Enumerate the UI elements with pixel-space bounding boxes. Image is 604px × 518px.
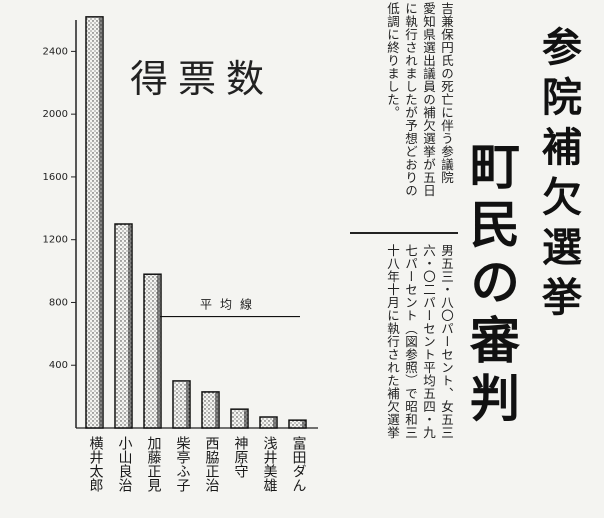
vote-count-chart: 400 800 1200 1600 2000 2400 平均線 横井太郎 小山良治 加藤正見柴… <box>43 16 318 493</box>
bar <box>172 380 191 429</box>
bar <box>85 16 104 429</box>
y-tick-label: 800 <box>49 297 68 308</box>
category-label: 富田ダん <box>291 435 307 492</box>
bar-shade <box>157 275 160 428</box>
bar-shade <box>128 225 131 428</box>
article-divider <box>350 232 458 234</box>
article-column: 六・〇二パーセント平均五四・九 <box>421 244 436 439</box>
category-label: 柴亭ふ子 <box>175 436 191 492</box>
article-column: 吉兼保円氏の死亡に伴う参議院 <box>439 2 454 184</box>
bar-shade <box>99 17 102 428</box>
category-label: 横井太郎 <box>88 436 104 492</box>
y-tick-label: 400 <box>49 360 68 371</box>
article-column: 男五三・八〇パーセント、女五三 <box>439 244 454 439</box>
bar <box>288 419 307 429</box>
headline-sub: 参院補欠選挙 <box>535 26 582 326</box>
category-label: 浅井美雄 <box>262 436 278 492</box>
bar <box>143 273 162 429</box>
bar-shade <box>244 410 247 428</box>
headline-main: 町民の審判 <box>462 140 521 430</box>
y-tick-label: 1600 <box>43 172 68 183</box>
article-column: 低調に終りました。 <box>385 2 400 119</box>
bar-shade <box>186 381 189 428</box>
bar <box>230 408 249 429</box>
y-tick-label: 2400 <box>43 46 68 57</box>
category-label: 加藤正見 <box>146 436 162 493</box>
category-label: 西脇正治 <box>204 436 220 492</box>
category-label: 神原守 <box>233 436 249 479</box>
bar <box>114 223 133 429</box>
bar-shade <box>215 392 218 428</box>
article-column: 愛知県選出議員の補欠選挙が五日 <box>421 2 436 197</box>
chart-title: 得票数 <box>130 57 274 101</box>
bar <box>259 416 278 429</box>
category-label: 小山良治 <box>117 436 133 492</box>
article-column: 十八年十月に執行された補欠選挙 <box>385 244 400 439</box>
article-column: に執行されましたが予想どおりの <box>403 2 418 197</box>
y-tick-label: 2000 <box>43 109 68 120</box>
bar-shade <box>273 418 276 428</box>
average-label: 平均線 <box>200 297 260 312</box>
bar-shade <box>302 421 305 428</box>
article-column: 七パーセント（図参照）で昭和三 <box>403 244 418 439</box>
bar <box>201 391 220 429</box>
y-tick-label: 1200 <box>43 235 68 246</box>
